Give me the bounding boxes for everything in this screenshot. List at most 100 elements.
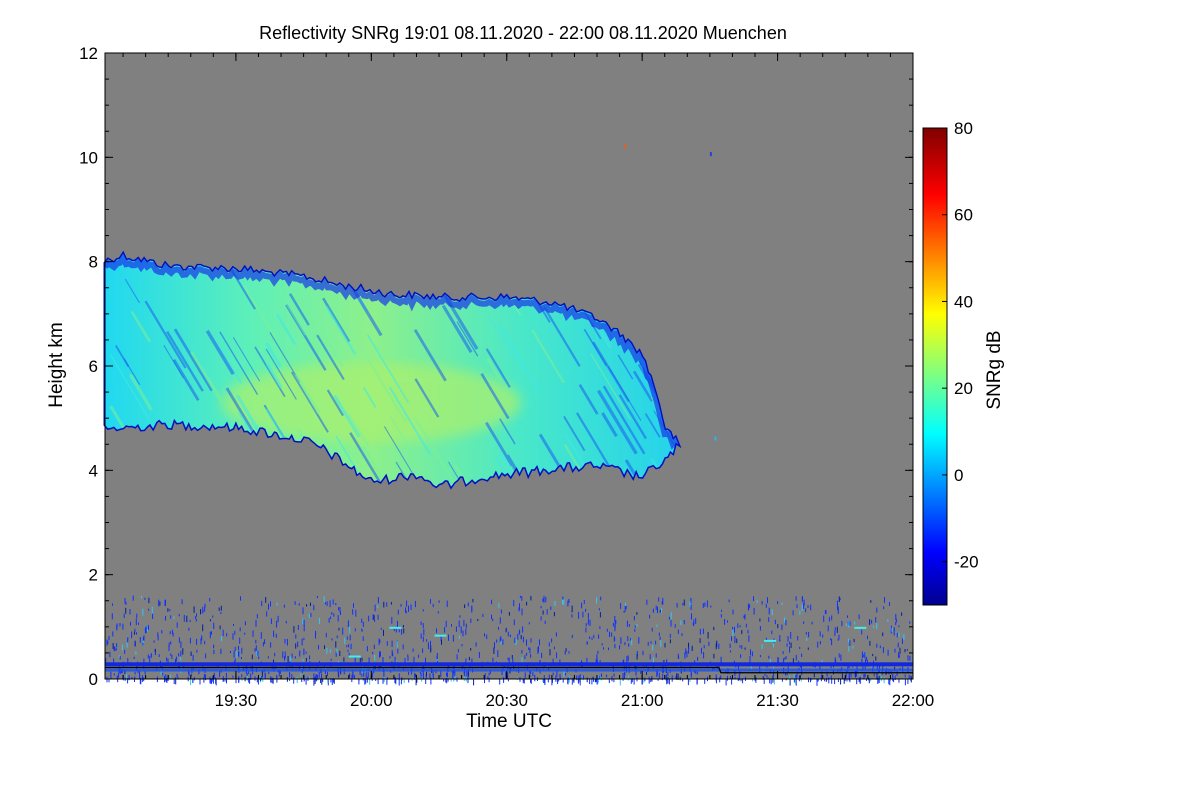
clutter-speck [422,673,424,677]
clutter-speck [867,635,868,640]
clutter-speck [678,665,680,668]
clutter-speck [414,600,416,608]
clutter-speck [461,664,463,670]
clutter-speck [195,618,197,622]
clutter-speck [427,642,429,650]
clutter-speck [795,596,797,601]
clutter-speck [158,599,160,607]
clutter-speck [706,664,708,669]
clutter-speck [226,633,228,637]
clutter-speck [398,678,400,686]
clutter-speck [109,651,111,658]
clutter-speck [879,645,881,649]
clutter-speck [548,642,550,647]
clutter-speck [595,678,597,682]
clutter-speck [826,671,828,677]
clutter-speck [849,679,851,683]
clutter-speck [209,676,211,684]
clutter-speck [652,645,654,651]
clutter-speck [142,608,144,616]
clutter-speck [144,597,146,600]
clutter-speck [144,627,146,634]
clutter-speck [358,678,360,682]
clutter-speck [696,677,698,684]
clutter-speck [537,647,539,654]
clutter-speck [492,657,494,663]
clutter-speck [354,628,356,632]
clutter-speck [260,632,262,639]
clutter-speck [416,677,418,683]
clutter-speck [499,617,501,624]
clutter-speck [779,635,781,642]
clutter-speck [291,653,293,659]
clutter-speck [843,677,845,684]
clutter-speck [739,625,741,628]
clutter-speck [729,643,731,648]
clutter-speck [883,606,885,610]
clutter-speck [873,672,875,677]
clutter-speck [491,599,492,605]
clutter-speck [180,656,182,661]
clutter-speck [730,676,731,679]
clutter-speck [336,635,338,639]
clutter-speck [465,629,467,635]
clutter-speck [361,657,363,662]
clutter-speck [209,619,211,622]
clutter-speck [351,674,353,679]
clutter-speck [830,675,832,679]
clutter-speck [897,642,899,648]
y-tick-label: 0 [89,670,98,689]
clutter-speck [859,676,861,680]
clutter-speck [727,620,728,623]
clutter-speck [425,678,427,684]
clutter-speck [600,596,602,601]
clutter-speck [849,640,851,646]
clutter-speck [196,638,198,645]
clutter-speck [120,669,122,674]
clutter-speck [331,612,333,615]
clutter-speck [222,629,224,637]
clutter-speck [597,650,599,654]
clutter-speck [834,627,836,631]
clutter-speck [157,635,159,641]
clutter-dash [854,626,867,629]
clutter-speck [567,679,569,684]
clutter-speck [524,672,526,679]
clutter-speck [332,599,334,605]
clutter-speck [517,633,519,640]
clutter-speck [309,655,310,660]
clutter-speck [507,657,509,661]
clutter-speck [803,603,805,609]
clutter-speck [134,631,135,635]
clutter-speck [333,678,335,684]
clutter-speck [620,637,622,645]
clutter-speck [512,658,514,666]
clutter-speck [840,654,842,661]
clutter-speck [736,638,738,644]
clutter-speck [244,621,246,626]
clutter-speck [180,650,182,657]
clutter-speck [349,634,351,641]
clutter-speck [869,619,871,626]
clutter-speck [904,649,906,653]
cloud-streak [189,351,224,404]
clutter-speck [414,672,416,680]
clutter-speck [302,607,304,615]
clutter-speck [571,605,573,613]
clutter-speck [395,626,397,633]
cloud-streak [601,412,618,438]
clutter-speck [303,648,305,656]
clutter-speck [727,675,728,681]
clutter-speck [742,678,744,684]
clutter-speck [142,640,144,646]
clutter-speck [701,647,702,651]
clutter-speck [374,619,376,622]
plot-area: 19:30 20:00 20:30 21:00 21:30 22:00 0 2 4 6 8 10 12 [79,44,934,710]
clutter-speck [329,649,331,654]
clutter-speck [895,618,897,623]
clutter-speck [876,672,878,680]
clutter-speck [353,603,354,608]
clutter-speck [327,678,329,683]
clutter-speck [166,677,168,683]
clutter-speck [586,641,588,645]
